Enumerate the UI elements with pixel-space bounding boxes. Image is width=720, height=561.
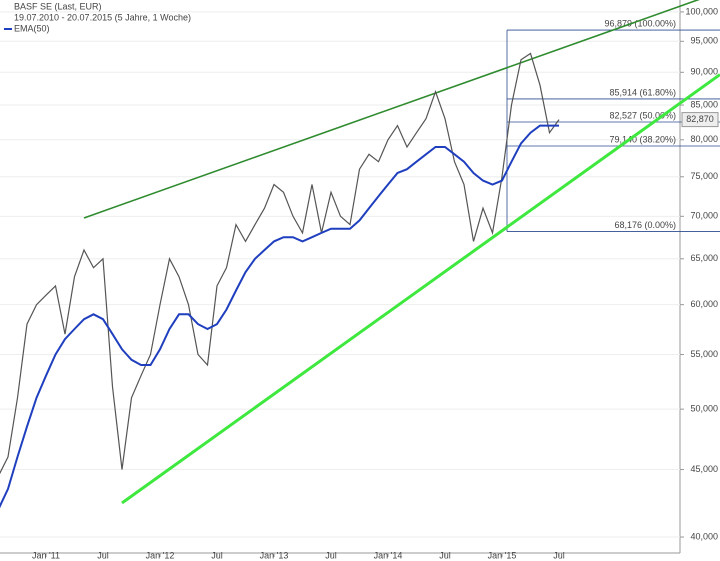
x-tick-label: Jan '12 <box>146 550 175 560</box>
trendline <box>121 73 720 505</box>
last-price-label: 82,870 <box>686 114 714 124</box>
y-tick-label: 60,000 <box>690 299 718 309</box>
last-price-box <box>681 112 719 128</box>
x-tick-label: Jan '15 <box>488 550 517 560</box>
y-tick-label: 55,000 <box>690 349 718 359</box>
y-tick-label: 100,000 <box>685 6 718 16</box>
y-tick-label: 70,000 <box>690 211 718 221</box>
y-tick-label: 80,000 <box>690 134 718 144</box>
fib-label: 79,140 (38.20%) <box>609 134 676 144</box>
x-tick-label: Jul <box>439 550 451 560</box>
fib-label: 68,176 (0.00%) <box>614 220 676 230</box>
x-tick-label: Jul <box>325 550 337 560</box>
y-tick-label: 75,000 <box>690 171 718 181</box>
x-tick-label: Jan '14 <box>374 550 403 560</box>
chart-title: BASF SE (Last, EUR) <box>14 1 102 11</box>
y-tick-label: 85,000 <box>690 99 718 109</box>
trendline <box>83 0 700 219</box>
fib-label: 82,527 (50.00%) <box>609 110 676 120</box>
legend-label: EMA(50) <box>14 23 50 33</box>
y-tick-label: 65,000 <box>690 253 718 263</box>
fib-label: 96,879 (100.00%) <box>604 18 676 28</box>
x-tick-label: Jul <box>211 550 223 560</box>
series-line <box>0 124 559 509</box>
y-tick-label: 95,000 <box>690 36 718 46</box>
x-tick-label: Jan '13 <box>260 550 289 560</box>
y-tick-label: 40,000 <box>690 531 718 541</box>
x-tick-label: Jul <box>553 550 565 560</box>
fib-label: 85,914 (61.80%) <box>609 87 676 97</box>
chart-subtitle: 19.07.2010 - 20.07.2015 (5 Jahre, 1 Woch… <box>14 12 191 22</box>
y-tick-label: 90,000 <box>690 67 718 77</box>
series-line <box>0 52 560 475</box>
y-tick-label: 45,000 <box>690 464 718 474</box>
x-tick-label: Jul <box>97 550 109 560</box>
y-tick-label: 50,000 <box>690 404 718 414</box>
x-tick-label: Jan '11 <box>32 550 60 560</box>
